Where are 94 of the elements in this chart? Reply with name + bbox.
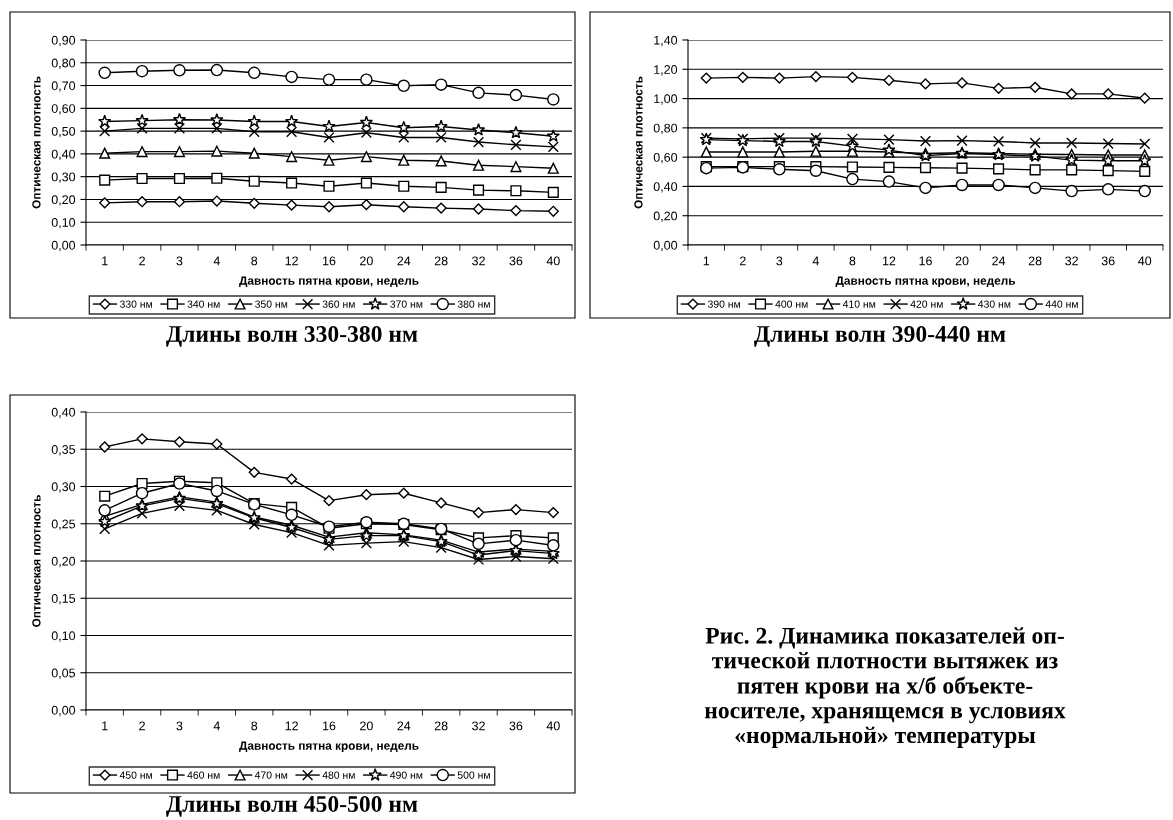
- x-tick-label: 20: [955, 256, 969, 266]
- y-tick-label: 0,20: [653, 211, 678, 222]
- x-tick-label: 1: [102, 256, 108, 266]
- y-tick-label: 0,40: [51, 149, 76, 161]
- x-tick-label: 2: [739, 256, 746, 266]
- text: Рис. 2. Динамика показателей оп- тической плотности вытяжек из пятен крови на х/б объекте- носителе, хранящемся в условиях «нормальной» температуры: [704, 627, 1066, 748]
- x-tick-label: 28: [434, 721, 448, 731]
- y-tick-label: 0,50: [51, 126, 76, 138]
- legend-label: 500 нм: [457, 771, 490, 779]
- y-tick-label: 0,60: [51, 104, 76, 115]
- y-tick-label: 0,60: [653, 152, 678, 164]
- y-tick-label: 0,90: [51, 35, 76, 47]
- legend-label: 380 нм: [457, 300, 490, 308]
- legend-label: 480 нм: [322, 771, 355, 779]
- x-axis-title: Давность пятна крови, недель: [835, 276, 1016, 288]
- x-tick-label: 8: [849, 256, 856, 266]
- legend-label: 430 нм: [978, 300, 1011, 308]
- legend-label: 460 нм: [187, 771, 220, 779]
- text: Длины волн 330-380 нм: [166, 325, 418, 347]
- x-tick-label: 12: [882, 256, 896, 266]
- y-tick-label: 0,00: [51, 240, 76, 252]
- x-tick-label: 4: [213, 721, 220, 731]
- legend-label: 360 нм: [322, 300, 355, 308]
- x-tick-label: 12: [285, 256, 298, 266]
- legend-label: 340 нм: [187, 300, 220, 308]
- y-tick-label: 0,05: [51, 668, 76, 679]
- y-tick-label: 0,25: [51, 519, 76, 530]
- y-axis-title: Оптическая плотность: [32, 495, 41, 627]
- legend-label: 330 нм: [119, 300, 152, 308]
- x-tick-label: 8: [251, 256, 258, 266]
- x-tick-label: 3: [176, 721, 183, 731]
- x-tick-label: 40: [1138, 256, 1152, 266]
- x-tick-label: 36: [509, 721, 523, 731]
- x-tick-label: 16: [323, 256, 336, 266]
- x-tick-label: 8: [251, 721, 258, 731]
- x-tick-label: 2: [139, 721, 145, 731]
- x-tick-label: 28: [1028, 256, 1042, 266]
- x-tick-label: 1: [703, 256, 710, 266]
- y-tick-label: 0,00: [51, 705, 76, 717]
- x-tick-label: 36: [509, 256, 523, 266]
- y-axis-title: Оптическая плотность: [32, 76, 41, 209]
- y-tick-label: 0,80: [51, 58, 76, 69]
- x-tick-label: 24: [397, 256, 411, 266]
- y-tick-label: 0,20: [51, 556, 76, 568]
- legend-label: 490 нм: [390, 771, 423, 779]
- y-tick-label: 0,10: [51, 218, 76, 229]
- x-axis-title: Давность пятна крови, недель: [239, 741, 419, 753]
- y-axis-title: Оптическая плотность: [634, 76, 643, 209]
- y-tick-label: 0,30: [51, 172, 76, 183]
- x-tick-label: 28: [434, 256, 448, 266]
- x-tick-label: 24: [397, 721, 411, 731]
- text: Длины волн 390-440 нм: [754, 325, 1006, 347]
- y-tick-label: 1,00: [654, 94, 678, 105]
- x-tick-label: 16: [919, 256, 932, 266]
- legend-label: 470 нм: [254, 771, 288, 779]
- x-tick-label: 32: [472, 256, 485, 266]
- legend-label: 440 нм: [1045, 300, 1078, 308]
- x-tick-label: 32: [1065, 256, 1078, 266]
- y-tick-label: 0,20: [51, 195, 76, 206]
- x-tick-label: 40: [546, 721, 560, 731]
- y-tick-label: 1,20: [654, 65, 678, 76]
- x-tick-label: 32: [472, 721, 485, 731]
- y-tick-label: 0,15: [51, 594, 76, 605]
- x-tick-label: 3: [776, 256, 783, 266]
- legend-label: 410 нм: [842, 300, 876, 308]
- legend-label: 450 нм: [119, 771, 152, 779]
- legend-label: 390 нм: [707, 300, 740, 308]
- x-tick-label: 1: [102, 721, 108, 731]
- x-tick-label: 20: [360, 721, 373, 731]
- x-axis-title: Давность пятна крови, недель: [239, 276, 419, 288]
- x-tick-label: 20: [360, 256, 373, 266]
- legend-label: 400 нм: [775, 300, 808, 308]
- x-tick-label: 36: [1101, 256, 1115, 266]
- x-tick-label: 4: [213, 256, 220, 266]
- x-tick-label: 4: [812, 256, 819, 266]
- y-tick-label: 0,70: [51, 81, 76, 92]
- y-tick-label: 0,40: [653, 182, 678, 193]
- y-tick-label: 0,00: [653, 240, 678, 252]
- legend-label: 370 нм: [390, 300, 423, 308]
- y-tick-label: 1,40: [654, 35, 678, 47]
- x-tick-label: 2: [139, 256, 145, 266]
- y-tick-label: 0,40: [51, 407, 76, 419]
- y-tick-label: 0,80: [653, 123, 678, 134]
- y-tick-label: 0,10: [51, 631, 76, 642]
- x-tick-label: 40: [546, 256, 560, 266]
- y-tick-label: 0,35: [51, 445, 76, 456]
- legend-label: 420 нм: [910, 300, 943, 308]
- text: Длины волн 450-500 нм: [166, 795, 418, 817]
- x-tick-label: 12: [285, 721, 298, 731]
- y-tick-label: 0,30: [51, 482, 76, 493]
- x-tick-label: 16: [323, 721, 336, 731]
- x-tick-label: 24: [992, 256, 1006, 266]
- x-tick-label: 3: [176, 256, 183, 266]
- legend-label: 350 нм: [255, 300, 288, 308]
